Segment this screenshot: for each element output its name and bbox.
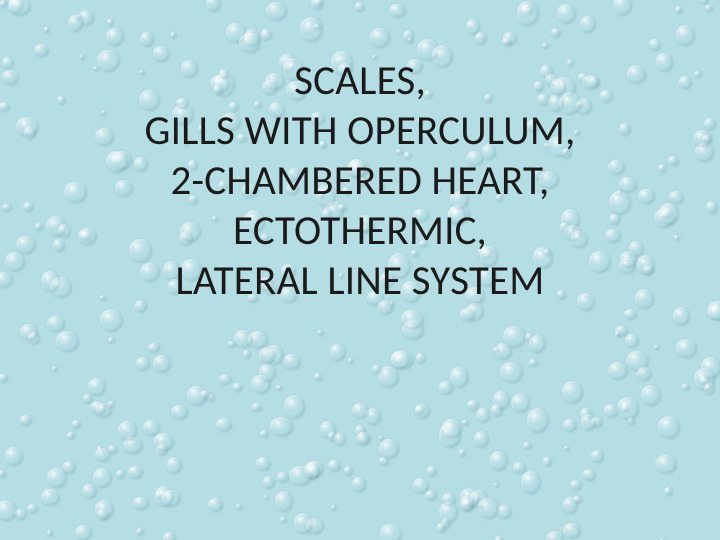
- slide-line-1: SCALES,: [0, 56, 720, 106]
- slide-line-5: LATERAL LINE SYSTEM: [0, 256, 720, 306]
- slide-line-2: GILLS WITH OPERCULUM,: [0, 106, 720, 156]
- slide-line-4: ECTOTHERMIC,: [0, 206, 720, 256]
- slide-line-3: 2-CHAMBERED HEART,: [0, 156, 720, 206]
- slide-content: SCALES, GILLS WITH OPERCULUM, 2-CHAMBERE…: [0, 0, 720, 306]
